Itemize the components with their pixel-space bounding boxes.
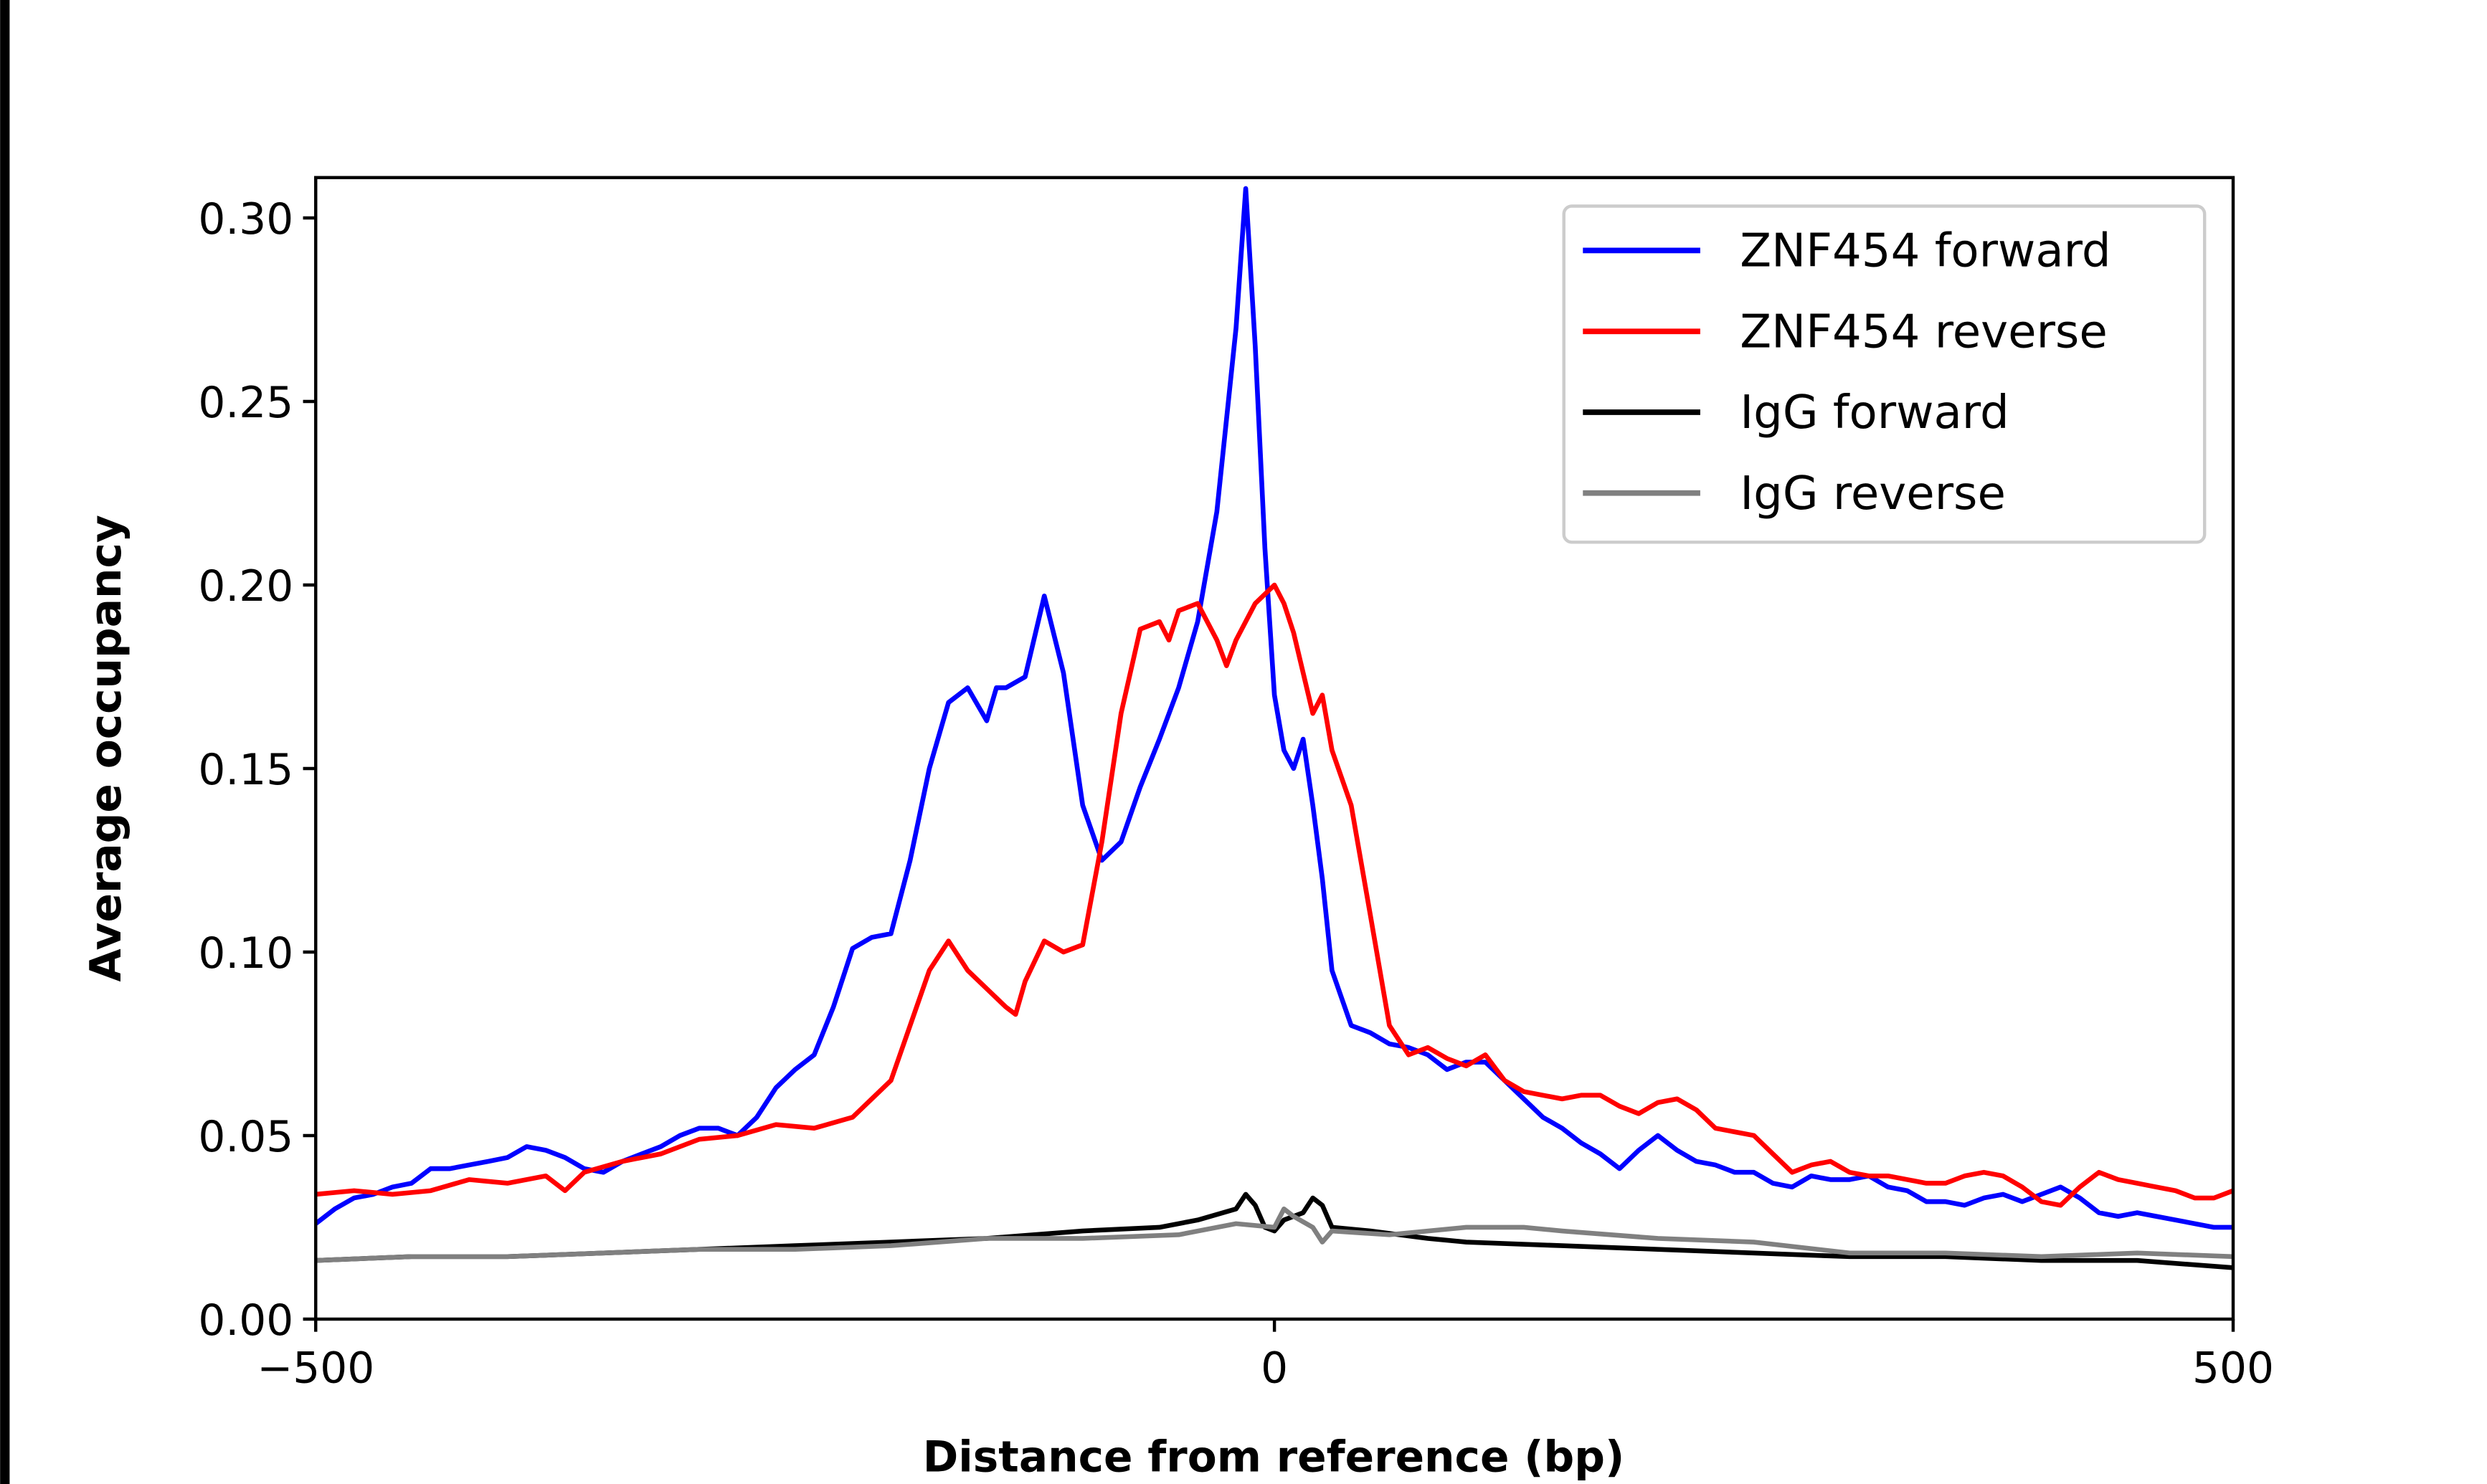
series-line-znf454-forward (314, 186, 2234, 1230)
series-layer (314, 186, 2235, 1270)
y-axis-label: Average occupancy (82, 515, 131, 981)
x-tick-label: 500 (2192, 1343, 2274, 1393)
legend-box (1562, 204, 2207, 544)
y-tick-label: 0.05 (198, 1113, 293, 1162)
y-tick-label: 0.30 (198, 195, 293, 244)
series-line-igg-forward (316, 1192, 2234, 1270)
y-tick-label: 0.25 (198, 379, 293, 428)
y-tick-label: 0.10 (198, 929, 293, 979)
legend-entry: IgG forward (1583, 386, 2009, 439)
y-tick-label: 0.00 (198, 1296, 293, 1346)
legend: ZNF454 forward ZNF454 reverse IgG forward I… (1562, 204, 2207, 544)
x-tick-label: −500 (257, 1343, 374, 1393)
legend-label: IgG forward (1740, 386, 2009, 439)
series-line-znf454-reverse (315, 582, 2235, 1208)
legend-entry: IgG reverse (1583, 467, 2006, 520)
ticks-layer: −500 0 500 0.00 0.05 0.10 0.15 0.20 0.25 0.30 (198, 195, 2274, 1393)
series-line-igg-reverse (316, 1206, 2234, 1263)
legend-entry: ZNF454 forward (1583, 224, 2111, 278)
y-tick-label: 0.15 (198, 746, 293, 795)
legend-label: ZNF454 forward (1740, 224, 2111, 278)
plot-frame (314, 176, 2235, 1321)
x-axis-label: Distance from reference (bp) (923, 1432, 1625, 1482)
legend-label: ZNF454 reverse (1740, 305, 2108, 358)
legend-label: IgG reverse (1740, 467, 2006, 520)
y-tick-label: 0.20 (198, 562, 293, 612)
x-tick-label: 0 (1261, 1343, 1288, 1393)
left-border (0, 0, 10, 1484)
legend-entry: ZNF454 reverse (1583, 305, 2108, 358)
